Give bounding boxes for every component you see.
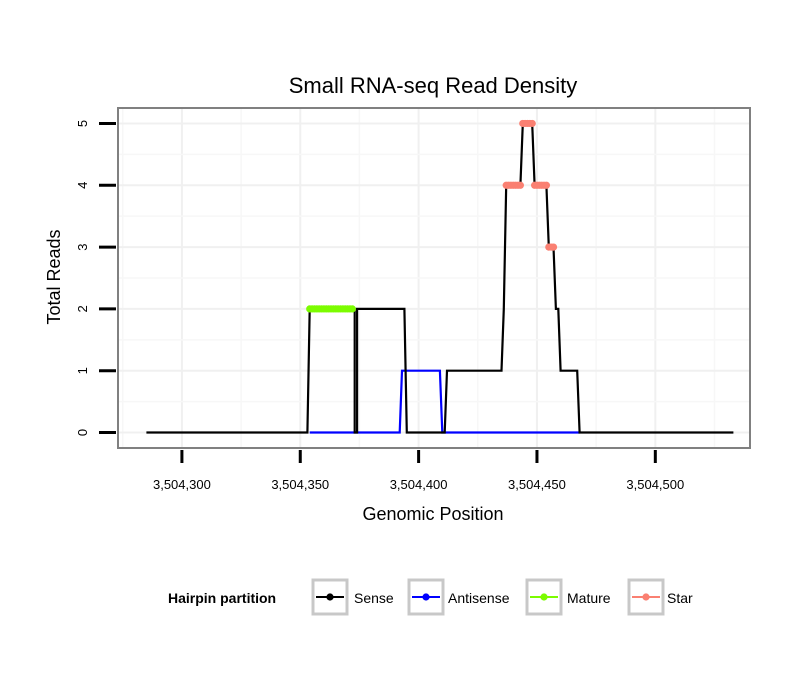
legend-key-point (540, 593, 548, 601)
data-point-star (528, 119, 536, 128)
y-tick-label: 5 (75, 120, 90, 127)
data-point-mature (348, 305, 356, 313)
y-axis-title: Total Reads (44, 229, 64, 324)
data-point-star (549, 243, 558, 251)
y-tick-label: 4 (75, 182, 90, 189)
x-tick-label: 3,504,400 (390, 477, 448, 492)
x-tick-label: 3,504,300 (153, 477, 211, 492)
y-tick-label: 2 (75, 305, 90, 312)
legend-label-antisense: Antisense (448, 590, 510, 606)
legend-key-point (642, 593, 650, 601)
legend-key-point (326, 593, 334, 601)
x-tick-label: 3,504,500 (626, 477, 684, 492)
legend-title: Hairpin partition (168, 590, 276, 606)
data-point-star (542, 181, 551, 189)
legend-label-mature: Mature (567, 590, 611, 606)
x-axis-title: Genomic Position (362, 504, 503, 524)
y-tick-label: 0 (75, 429, 90, 436)
legend-key-point (422, 593, 430, 601)
data-point-star (516, 181, 524, 189)
series-line-antisense (309, 369, 580, 434)
plot-frame (117, 107, 751, 449)
x-tick-label: 3,504,450 (508, 477, 566, 492)
x-tick-label: 3,504,350 (271, 477, 329, 492)
y-tick-label: 3 (75, 243, 90, 250)
y-tick-label: 1 (75, 367, 90, 374)
legend-label-star: Star (667, 590, 693, 606)
chart-title: Small RNA-seq Read Density (289, 73, 578, 98)
legend: Hairpin partition Sense Antisense Mature St… (168, 578, 693, 616)
legend-label-sense: Sense (354, 590, 394, 606)
